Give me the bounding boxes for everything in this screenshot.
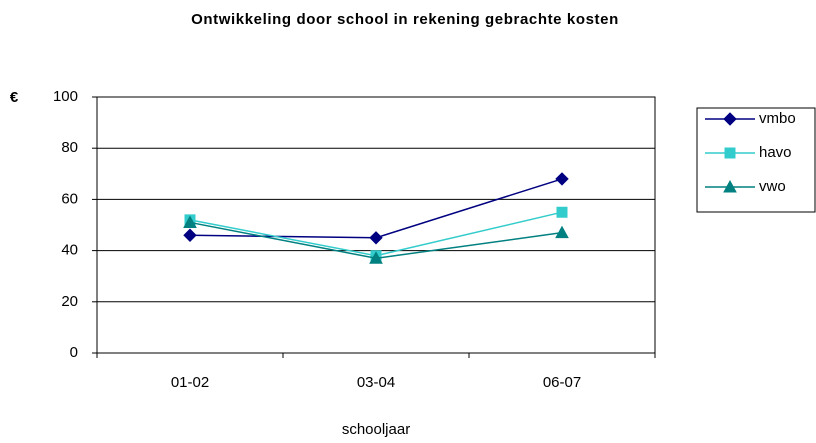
y-tick-label: 80 (61, 139, 78, 156)
y-tick-label: 60 (61, 190, 78, 207)
x-tick-label: 03-04 (357, 374, 395, 391)
x-tick-label: 01-02 (171, 374, 209, 391)
legend-label: havo (759, 144, 792, 161)
point-marker (555, 225, 569, 239)
legend-marker (723, 179, 737, 193)
legend-marker (723, 112, 737, 126)
legend-marker (724, 147, 736, 159)
legend-box (696, 107, 816, 213)
y-tick-label: 0 (70, 344, 78, 361)
x-tick-label: 06-07 (543, 374, 581, 391)
point-marker (183, 215, 197, 228)
legend-label: vmbo (759, 110, 796, 127)
point-marker (369, 231, 383, 245)
y-tick-label: 100 (53, 88, 78, 105)
chart-title: Ontwikkeling door school in rekening geb… (191, 11, 619, 28)
point-marker (555, 172, 569, 186)
point-marker (183, 228, 197, 242)
y-tick-label: 40 (61, 242, 78, 259)
x-axis-label: schooljaar (342, 421, 410, 438)
y-axis-label: € (10, 89, 19, 106)
legend-label: vwo (759, 178, 786, 195)
y-tick-label: 20 (61, 293, 78, 310)
point-marker (556, 206, 568, 218)
plot-border (96, 96, 656, 354)
point-marker (369, 251, 383, 264)
